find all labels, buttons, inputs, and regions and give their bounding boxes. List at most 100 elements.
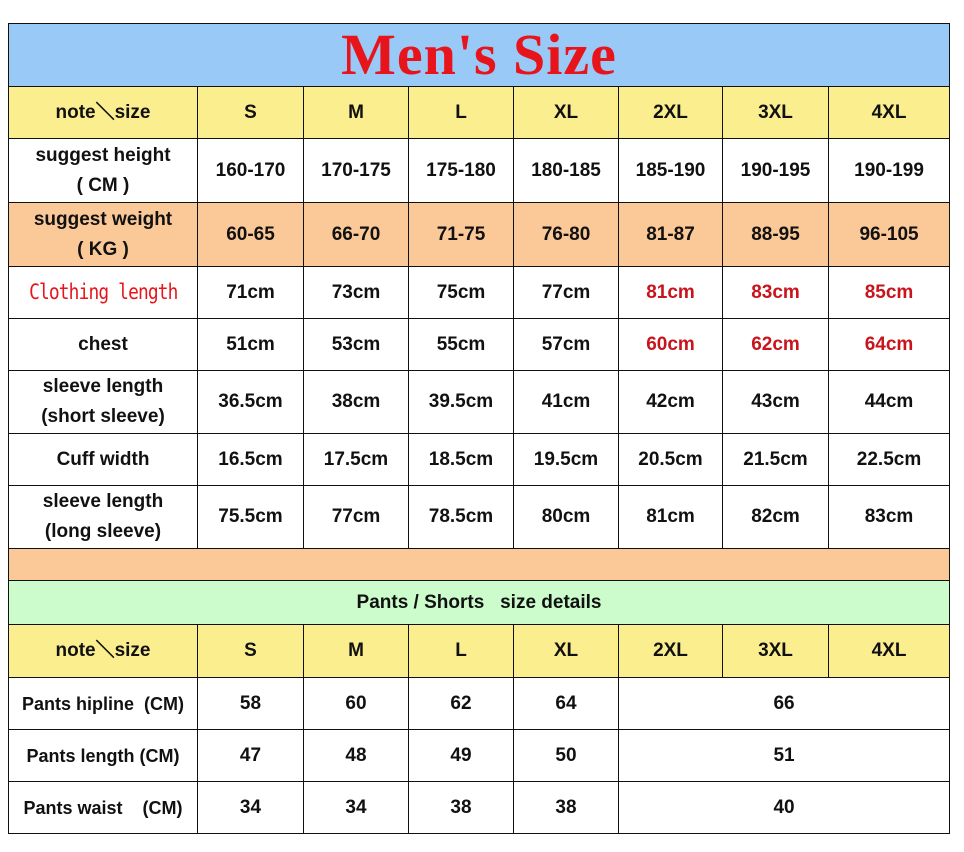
cell: 20.5cm: [618, 433, 723, 486]
label-line: suggest weight: [33, 208, 173, 230]
cell: 185-190: [618, 138, 723, 203]
row-label: suggest weight ( KG ): [8, 202, 198, 267]
label-line: Clothing length: [28, 279, 178, 304]
row-label: suggest height ( CM ): [8, 138, 198, 203]
header-cell: XL: [513, 624, 619, 678]
cell: 58: [197, 677, 304, 730]
table-row: Pants waist (CM) 34 34 38 38 40: [8, 781, 951, 834]
pants-section-title: Pants / Shorts size details: [7, 580, 951, 625]
cell: 39.5cm: [408, 370, 514, 434]
cell: 62cm: [722, 318, 829, 371]
cell: 18.5cm: [408, 433, 514, 486]
chart-title: Men's Size: [7, 23, 951, 87]
cell: 41cm: [513, 370, 619, 434]
cell: 34: [303, 781, 409, 834]
table-row: chest 51cm 53cm 55cm 57cm 60cm 62cm 64cm: [8, 318, 951, 371]
table-row: sleeve length (long sleeve) 75.5cm 77cm 78.…: [8, 485, 951, 549]
cell: 57cm: [513, 318, 619, 371]
cell: 88-95: [722, 202, 829, 267]
row-label: Clothing length: [8, 266, 198, 319]
cell: 180-185: [513, 138, 619, 203]
cell: 175-180: [408, 138, 514, 203]
cell: 64: [513, 677, 619, 730]
label-line: sleeve length: [42, 376, 164, 397]
header-cell: 4XL: [827, 624, 951, 678]
cell: 47: [197, 729, 304, 782]
cell: 81-87: [618, 202, 723, 267]
header-cell: 4XL: [827, 86, 951, 139]
header-cell: L: [408, 624, 514, 678]
cell: 160-170: [197, 138, 304, 203]
row-label: sleeve length (long sleeve): [8, 485, 198, 549]
cell: 43cm: [722, 370, 829, 434]
header-cell: S: [197, 624, 304, 678]
row-label: sleeve length (short sleeve): [8, 370, 198, 434]
cell: 71-75: [408, 202, 514, 267]
pants-header-row: note＼size S M L XL 2XL 3XL 4XL: [8, 624, 951, 678]
header-cell: M: [303, 624, 409, 678]
cell: 77cm: [513, 266, 619, 319]
cell: 76-80: [513, 202, 619, 267]
cell: 170-175: [303, 138, 409, 203]
cell: 190-195: [722, 138, 829, 203]
table-row: sleeve length (short sleeve) 36.5cm 38cm 39…: [8, 370, 951, 434]
cell: 22.5cm: [827, 433, 951, 486]
cell: 190-199: [827, 138, 951, 203]
cell: 60: [303, 677, 409, 730]
shirt-header-row: note＼size S M L XL 2XL 3XL 4XL: [8, 86, 951, 139]
label-line: ( KG ): [77, 238, 129, 260]
cell: 38: [408, 781, 514, 834]
cell: 81cm: [618, 485, 723, 549]
cell: 48: [303, 729, 409, 782]
cell: 81cm: [618, 266, 723, 319]
label-line: ( CM ): [76, 174, 130, 196]
row-label: Pants hipline (CM): [8, 677, 198, 730]
cell: 71cm: [197, 266, 304, 319]
cell: 66-70: [303, 202, 409, 267]
cell: 82cm: [722, 485, 829, 549]
cell: 83cm: [722, 266, 829, 319]
row-label: Pants length (CM): [8, 729, 198, 782]
header-cell: note＼size: [8, 86, 198, 139]
row-label: chest: [8, 318, 198, 371]
label-line: (long sleeve): [44, 521, 162, 542]
cell: 50: [513, 729, 619, 782]
cell: 62: [408, 677, 514, 730]
cell: 80cm: [513, 485, 619, 549]
cell: 85cm: [827, 266, 951, 319]
cell: 75cm: [408, 266, 514, 319]
cell: 44cm: [827, 370, 951, 434]
cell: 75.5cm: [197, 485, 304, 549]
table-row: Clothing length 71cm 73cm 75cm 77cm 81cm 83cm…: [8, 266, 951, 319]
cell: 34: [197, 781, 304, 834]
pants-section-row: Pants / Shorts size details: [7, 580, 951, 625]
cell: 49: [408, 729, 514, 782]
cell: 96-105: [827, 202, 951, 267]
cell: 83cm: [827, 485, 951, 549]
cell: 38: [513, 781, 619, 834]
cell: 55cm: [408, 318, 514, 371]
spacer-cell: [7, 548, 951, 581]
header-cell: 3XL: [722, 624, 829, 678]
merged-cell: 51: [617, 729, 951, 782]
cell: 51cm: [197, 318, 304, 371]
table-row: Cuff width 16.5cm 17.5cm 18.5cm 19.5cm 20.5c…: [8, 433, 951, 486]
table-row: suggest height ( CM ) 160-170 170-175 175-1…: [8, 138, 951, 203]
header-cell: M: [303, 86, 409, 139]
cell: 19.5cm: [513, 433, 619, 486]
row-label: Cuff width: [8, 433, 198, 486]
cell: 64cm: [827, 318, 951, 371]
table-row: Pants hipline (CM) 58 60 62 64 66: [8, 677, 951, 730]
header-cell: 2XL: [618, 86, 723, 139]
label-line: sleeve length: [42, 491, 164, 512]
cell: 73cm: [303, 266, 409, 319]
cell: 60-65: [197, 202, 304, 267]
cell: 60cm: [618, 318, 723, 371]
table-row: suggest weight ( KG ) 60-65 66-70 71-75 76-8…: [8, 202, 951, 267]
header-cell: XL: [513, 86, 619, 139]
cell: 42cm: [618, 370, 723, 434]
merged-cell: 40: [617, 781, 951, 834]
label-line: (short sleeve): [41, 406, 165, 427]
row-label: Pants waist (CM): [8, 781, 198, 834]
cell: 77cm: [303, 485, 409, 549]
